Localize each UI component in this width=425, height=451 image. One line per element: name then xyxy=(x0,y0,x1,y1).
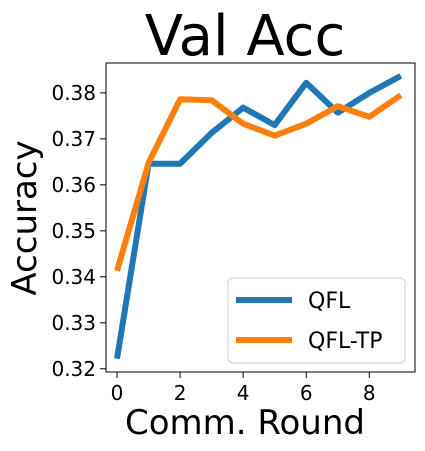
y-tick-label: 0.38 xyxy=(51,81,96,105)
x-axis-label: Comm. Round xyxy=(125,403,365,443)
x-tick-label: 2 xyxy=(174,381,187,405)
y-tick-label: 0.32 xyxy=(51,357,96,381)
plot-frame xyxy=(105,62,416,373)
series-line-qfl xyxy=(114,73,403,360)
legend: QFL QFL-TP xyxy=(227,277,406,364)
y-tick-label: 0.36 xyxy=(51,173,96,197)
x-tick-label: 4 xyxy=(237,381,250,405)
legend-entry: QFL-TP xyxy=(308,329,382,354)
legend-entry: QFL xyxy=(308,289,351,314)
series-line-qfl-tp xyxy=(114,92,403,272)
x-tick-label: 0 xyxy=(111,381,124,405)
y-axis-label: Accuracy xyxy=(5,140,45,295)
y-tick-label: 0.37 xyxy=(51,127,96,151)
x-tick-label: 8 xyxy=(363,381,376,405)
chart-title: Val Acc xyxy=(145,4,346,69)
x-tick-label: 6 xyxy=(300,381,313,405)
y-tick-label: 0.33 xyxy=(51,311,96,335)
y-tick-label: 0.34 xyxy=(51,265,96,289)
y-tick-label: 0.35 xyxy=(51,219,96,243)
